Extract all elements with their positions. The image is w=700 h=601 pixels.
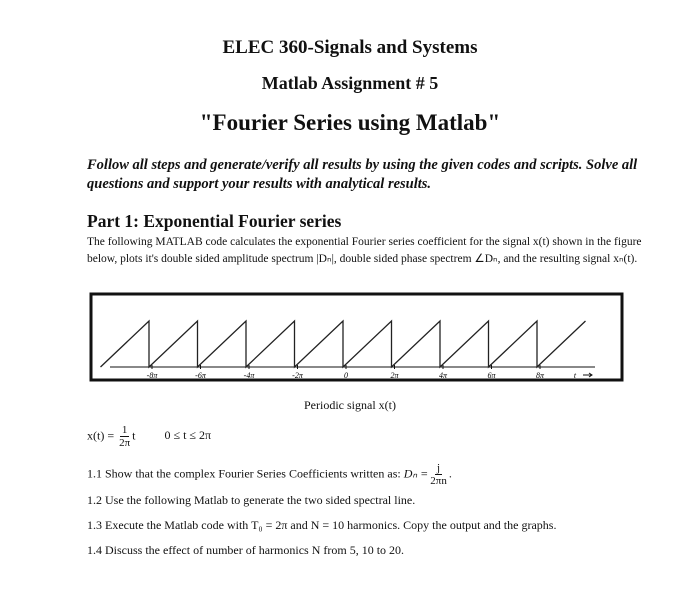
title: ELEC 360-Signals and Systems xyxy=(222,37,478,58)
q-lhs: Dₙ = xyxy=(403,466,429,481)
part-title: Part 1: Exponential Fourier series xyxy=(87,211,342,231)
question: 1.2 Use the following Matlab to generate… xyxy=(87,493,416,507)
part-text: The following MATLAB code calculates the… xyxy=(87,236,642,265)
tick-label: 2π xyxy=(390,371,399,380)
heading: "Fourier Series using Matlab" xyxy=(199,110,501,135)
tick-label: -4π xyxy=(244,371,256,380)
eq-num: 1 xyxy=(119,424,130,437)
question: 1.3 Execute the Matlab code with T₀ = 2π… xyxy=(87,518,557,532)
tick-label: -6π xyxy=(195,371,207,380)
question: 1.1 Show that the complex Fourier Series… xyxy=(87,462,452,487)
eq-range: 0 ≤ t ≤ 2π xyxy=(164,428,212,443)
tick-label: t xyxy=(574,371,577,380)
signal-figure: -8π -6π -4π -2π 0 2π 4π 6π 8π t xyxy=(89,292,624,382)
question: 1.4 Discuss the effect of number of harm… xyxy=(87,543,405,557)
eq-lhs: x(t) = xyxy=(87,428,115,443)
figure-caption: Periodic signal x(t) xyxy=(304,398,396,412)
eq-var: t xyxy=(132,428,136,443)
tick-label: 0 xyxy=(344,371,348,380)
eq-den: 2π xyxy=(119,437,131,449)
tick-label: 8π xyxy=(536,371,545,380)
tick-label: -8π xyxy=(147,371,159,380)
equation: x(t) = 1 2π t 0 ≤ t ≤ 2π xyxy=(87,424,211,449)
sawtooth xyxy=(100,319,586,369)
q-end: . xyxy=(448,466,452,481)
tick-label: -2π xyxy=(292,371,304,380)
subtitle: Matlab Assignment # 5 xyxy=(261,73,439,93)
tick-label: 6π xyxy=(487,371,496,380)
q-fraction: j 2πn xyxy=(430,462,447,487)
q-text: 1.1 Show that the complex Fourier Series… xyxy=(87,466,401,481)
intro: Follow all steps and generate/verify all… xyxy=(87,157,638,192)
eq-fraction: 1 2π xyxy=(119,424,130,449)
axis-arrow xyxy=(583,372,593,378)
q-num: j xyxy=(435,462,443,475)
q-den: 2πn xyxy=(430,475,447,487)
tick-label: 4π xyxy=(439,371,448,380)
figure-frame xyxy=(89,292,624,382)
